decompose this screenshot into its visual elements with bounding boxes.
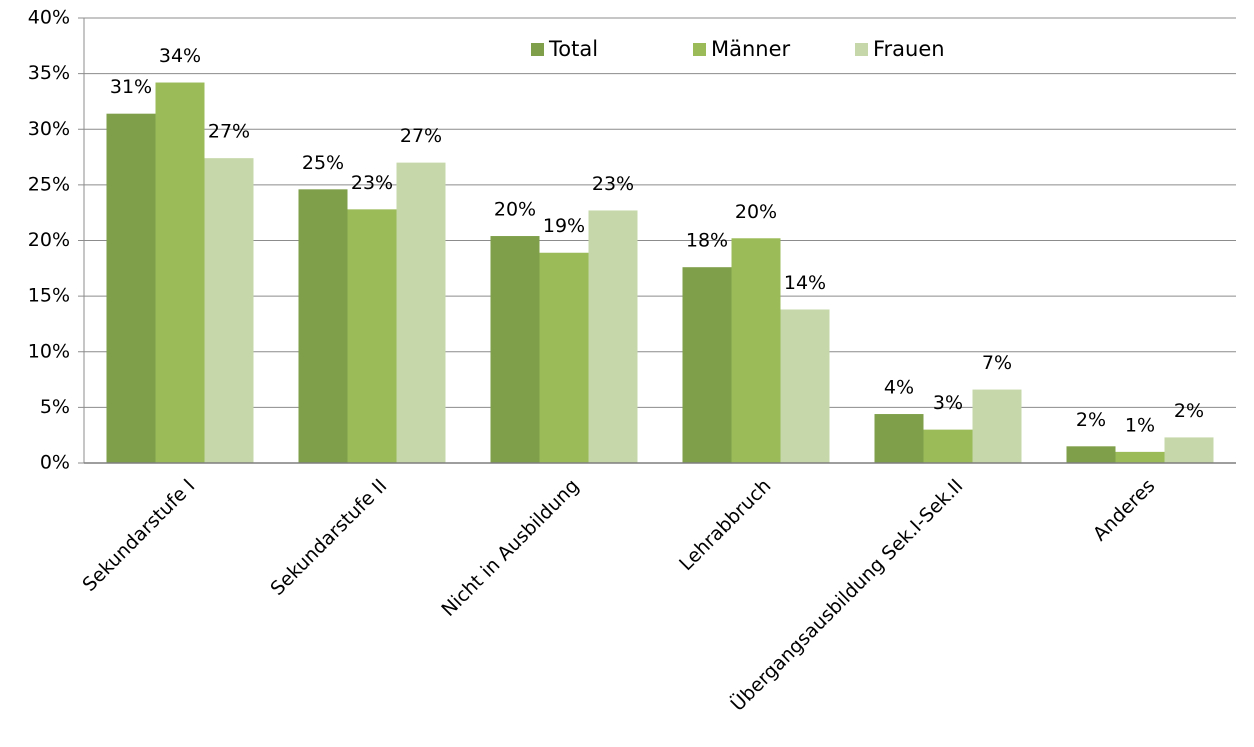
bar — [682, 267, 732, 463]
data-label: 31% — [110, 76, 152, 98]
x-tick-label: Anderes — [1089, 475, 1160, 546]
data-label: 25% — [302, 152, 344, 174]
legend-swatch — [855, 43, 868, 56]
x-tick-label: Übergangsausbildung Sek.I-Sek.II — [726, 474, 968, 716]
bar — [155, 82, 205, 464]
data-label: 18% — [686, 230, 728, 252]
x-tick-label: Lehrabbruch — [675, 475, 775, 575]
data-label: 19% — [543, 215, 585, 237]
data-label: 23% — [351, 172, 393, 194]
y-tick-label: 40% — [28, 7, 70, 29]
data-label: 34% — [159, 45, 201, 67]
bar — [923, 429, 973, 463]
data-label: 4% — [884, 377, 914, 399]
bar — [298, 189, 348, 463]
legend-label: Frauen — [873, 37, 945, 61]
data-label: 20% — [735, 201, 777, 223]
bar — [490, 236, 540, 463]
bar — [972, 389, 1022, 463]
bar — [204, 158, 254, 464]
bar — [780, 309, 830, 463]
bar — [588, 210, 638, 463]
y-tick-label: 0% — [40, 452, 70, 474]
bar — [874, 414, 924, 463]
y-tick-label: 30% — [28, 118, 70, 140]
data-label: 7% — [982, 352, 1012, 374]
y-tick-label: 25% — [28, 173, 70, 195]
bar — [396, 162, 446, 463]
data-label: 20% — [494, 199, 536, 221]
bar — [347, 209, 397, 463]
bar — [1066, 446, 1116, 463]
y-tick-label: 15% — [28, 285, 70, 307]
x-tick-label: Sekundarstufe I — [78, 475, 199, 596]
bar — [106, 113, 156, 464]
legend-label: Total — [548, 37, 598, 61]
bar — [1115, 451, 1165, 463]
bar — [1164, 437, 1214, 463]
data-label: 2% — [1174, 400, 1204, 422]
x-tick-label: Sekundarstufe II — [266, 475, 391, 600]
data-label: 3% — [933, 392, 963, 414]
legend-label: Männer — [711, 37, 791, 61]
data-label: 14% — [784, 272, 826, 294]
bar — [731, 238, 781, 463]
y-tick-label: 35% — [28, 62, 70, 84]
bar — [539, 252, 589, 463]
x-tick-label: Nicht in Ausbildung — [437, 475, 583, 621]
data-label: 1% — [1125, 414, 1155, 436]
y-tick-label: 10% — [28, 340, 70, 362]
y-tick-label: 5% — [40, 396, 70, 418]
data-label: 27% — [400, 125, 442, 147]
legend-swatch — [693, 43, 706, 56]
data-label: 27% — [208, 121, 250, 143]
legend-swatch — [531, 43, 544, 56]
data-label: 2% — [1076, 409, 1106, 431]
data-label: 23% — [592, 173, 634, 195]
y-tick-label: 20% — [28, 229, 70, 251]
